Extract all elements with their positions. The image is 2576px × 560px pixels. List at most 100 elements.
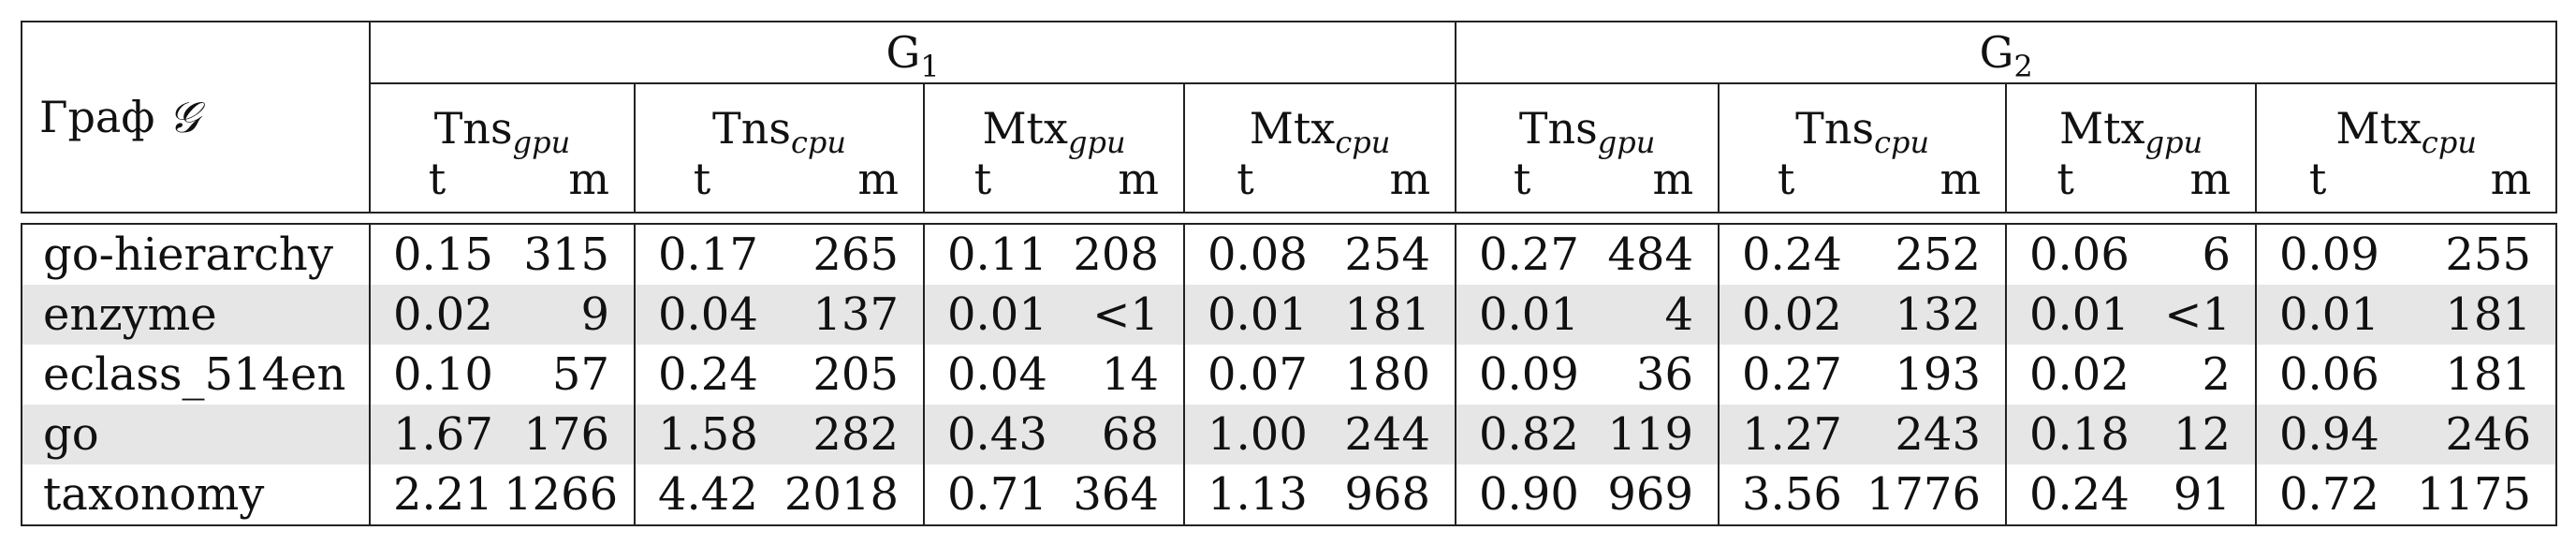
memory-cell: 9 xyxy=(504,285,636,345)
time-cell: 0.04 xyxy=(947,348,1047,401)
time-cell: 4.42 xyxy=(658,468,758,521)
algorithm-header-row: Tnsgpu Tnscpu Mtxgpu Mtxcpu Tnsgpu Tnscpu Mtxg… xyxy=(22,83,2556,160)
table-row: go 1.67 176 1.58 282 0.43 68 1.00 244 0.82 119 1.27… xyxy=(22,405,2556,464)
time-cell: 0.01 xyxy=(1184,285,1308,345)
col-header-t: t xyxy=(1513,154,1531,204)
col-header-m: m xyxy=(1041,154,1185,213)
memory-cell: 252 xyxy=(1852,224,2007,285)
col-header-m: m xyxy=(2490,154,2532,204)
time-cell: 0.02 xyxy=(2029,348,2130,401)
table-row: eclass_514en 0.10 57 0.24 205 0.04 14 0.07 180 0.… xyxy=(22,345,2556,405)
memory-cell: 14 xyxy=(1041,345,1185,405)
table-header: Граф 𝒢 G1 G2 Tnsgpu Tnscpu Mtxgpu Mtxcpu Tns… xyxy=(21,21,2558,214)
memory-cell: 180 xyxy=(1306,345,1456,405)
time-cell: 0.11 xyxy=(947,228,1047,281)
time-cell: 3.56 xyxy=(1742,468,1842,521)
memory-cell: <1 xyxy=(1041,285,1185,345)
memory-cell: 255 xyxy=(2445,228,2531,281)
memory-cell: 205 xyxy=(768,345,925,405)
memory-cell: 1776 xyxy=(1852,464,2007,525)
graph-label: Граф xyxy=(39,92,155,142)
memory-cell: 484 xyxy=(1588,224,1720,285)
memory-cell: 176 xyxy=(504,405,636,464)
algo-header-tns-gpu: Tnsgpu xyxy=(1456,83,1720,157)
memory-cell: 364 xyxy=(1041,464,1185,525)
time-cell: 0.08 xyxy=(1208,228,1308,281)
memory-cell: 6 xyxy=(2124,224,2257,285)
algo-header-mtx-cpu: Mtxcpu xyxy=(2335,103,2477,160)
group-header-g1: G1 xyxy=(370,22,1457,84)
time-cell: 1.58 xyxy=(635,405,768,464)
memory-cell: 12 xyxy=(2124,405,2257,464)
time-cell: 0.82 xyxy=(1456,405,1588,464)
algo-header-mtx-gpu: Mtxgpu xyxy=(2006,83,2258,157)
time-cell: 0.90 xyxy=(1479,468,1579,521)
memory-cell: 265 xyxy=(768,224,925,285)
memory-cell: 208 xyxy=(1041,224,1185,285)
time-cell: 0.94 xyxy=(2256,405,2379,464)
time-cell: 0.43 xyxy=(924,405,1047,464)
col-header-m: m xyxy=(1852,154,2008,213)
time-cell: 0.17 xyxy=(658,228,758,281)
time-cell: 0.27 xyxy=(1742,348,1842,401)
time-cell: 0.09 xyxy=(2279,228,2379,281)
graph-column-header: Граф 𝒢 xyxy=(22,22,371,213)
col-header-m: m xyxy=(2124,154,2258,213)
memory-cell: 2018 xyxy=(768,464,925,525)
time-cell: 0.01 xyxy=(1456,285,1588,345)
algo-header-tns-cpu: Tnscpu xyxy=(1719,83,2008,157)
table-row: taxonomy 2.21 1266 4.42 2018 0.71 364 1.13 968 0.… xyxy=(22,464,2556,525)
time-cell: 1.27 xyxy=(1719,405,1852,464)
time-cell: 0.10 xyxy=(393,348,493,401)
memory-cell: 282 xyxy=(768,405,925,464)
col-header-t: t xyxy=(1777,154,1795,204)
table-row: enzyme 0.02 9 0.04 137 0.01 <1 0.01 181 0.01 4 0.02… xyxy=(22,285,2556,345)
algo-header-mtx-gpu: Mtxgpu xyxy=(924,83,1185,157)
memory-cell: 181 xyxy=(2445,348,2531,401)
memory-cell: 968 xyxy=(1306,464,1456,525)
graph-name-cell: eclass_514en xyxy=(22,345,371,405)
col-header-t: t xyxy=(1237,154,1254,204)
memory-cell: 254 xyxy=(1306,224,1456,285)
time-cell: 1.13 xyxy=(1208,468,1308,521)
memory-cell: 246 xyxy=(2378,405,2556,464)
time-cell: 0.07 xyxy=(1208,348,1308,401)
memory-cell: 2 xyxy=(2124,345,2257,405)
memory-cell: 181 xyxy=(1306,285,1456,345)
time-cell: 0.02 xyxy=(1719,285,1852,345)
col-header-t: t xyxy=(693,154,711,204)
memory-cell: 4 xyxy=(1588,285,1720,345)
col-header-t: t xyxy=(2056,154,2074,204)
time-cell: 0.09 xyxy=(1479,348,1579,401)
algo-header-mtx-cpu: Mtxcpu xyxy=(1184,83,1457,157)
col-header-m: m xyxy=(504,154,636,213)
results-table: Граф 𝒢 G1 G2 Tnsgpu Tnscpu Mtxgpu Mtxcpu Tns… xyxy=(21,21,2558,526)
table-body: go-hierarchy 0.15 315 0.17 265 0.11 208 0.08 254… xyxy=(21,223,2557,526)
memory-cell: 193 xyxy=(1852,345,2007,405)
memory-cell: 57 xyxy=(504,345,636,405)
memory-cell: 119 xyxy=(1588,405,1720,464)
table-row: go-hierarchy 0.15 315 0.17 265 0.11 208 0.08 254… xyxy=(22,224,2556,285)
col-header-t: t xyxy=(973,154,992,204)
time-cell: 0.02 xyxy=(370,285,504,345)
memory-cell: 91 xyxy=(2124,464,2257,525)
memory-cell: 181 xyxy=(2378,285,2556,345)
memory-cell: 68 xyxy=(1041,405,1185,464)
col-header-t: t xyxy=(2308,154,2327,204)
algo-header-tns-gpu: Tnsgpu xyxy=(370,83,636,157)
time-cell: 0.24 xyxy=(1742,228,1842,281)
time-cell: 0.24 xyxy=(2029,468,2130,521)
graph-name-cell: taxonomy xyxy=(22,464,371,525)
memory-cell: 137 xyxy=(768,285,925,345)
memory-cell: 1175 xyxy=(2416,468,2531,521)
time-cell: 2.21 xyxy=(393,468,493,521)
time-cell: 1.67 xyxy=(370,405,504,464)
graph-name-cell: go xyxy=(22,405,371,464)
time-cell: 0.04 xyxy=(635,285,768,345)
memory-cell: 1266 xyxy=(504,464,636,525)
memory-cell: 243 xyxy=(1852,405,2007,464)
memory-cell: <1 xyxy=(2124,285,2257,345)
time-cell: 0.15 xyxy=(393,228,493,281)
memory-cell: 315 xyxy=(504,224,636,285)
